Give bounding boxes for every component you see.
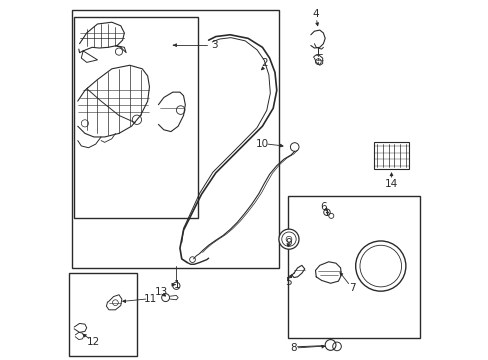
Text: 2: 2 xyxy=(261,58,267,68)
Bar xyxy=(74,17,198,218)
Text: 10: 10 xyxy=(255,139,268,149)
Text: 14: 14 xyxy=(384,179,397,189)
Circle shape xyxy=(325,339,335,350)
Text: 7: 7 xyxy=(348,283,355,293)
Bar xyxy=(287,196,419,338)
Text: 1: 1 xyxy=(173,280,180,290)
Circle shape xyxy=(355,241,405,291)
Text: 13: 13 xyxy=(154,287,167,297)
Text: 5: 5 xyxy=(285,277,291,287)
Circle shape xyxy=(278,229,298,249)
Text: 12: 12 xyxy=(87,337,101,347)
Text: 3: 3 xyxy=(210,40,217,50)
Text: 9: 9 xyxy=(285,238,291,248)
Circle shape xyxy=(172,282,180,289)
Circle shape xyxy=(162,294,169,302)
Text: 11: 11 xyxy=(143,294,157,304)
Bar xyxy=(69,273,137,356)
Text: 6: 6 xyxy=(320,202,326,212)
Bar xyxy=(373,142,408,169)
Text: 8: 8 xyxy=(290,343,297,353)
Text: 4: 4 xyxy=(312,9,319,19)
Bar xyxy=(72,10,278,268)
